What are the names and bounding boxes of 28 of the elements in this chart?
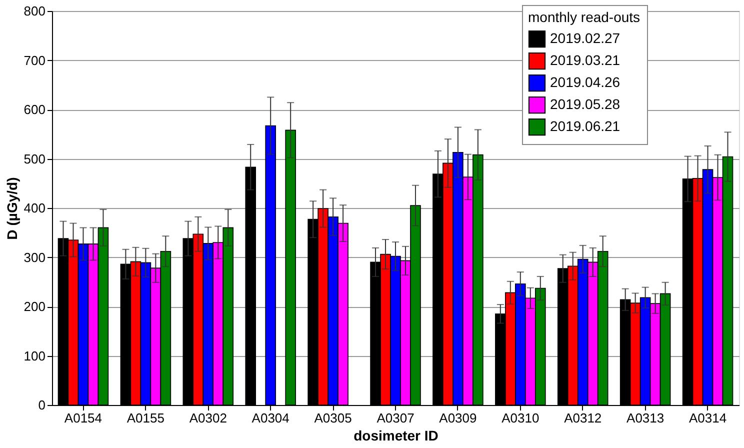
x-tick-label: A0314: [688, 410, 727, 426]
x-tick-label: A0154: [64, 410, 102, 426]
y-tick-label: 100: [24, 348, 46, 364]
legend-label: 2019.02.27: [550, 30, 620, 46]
x-tick-label: A0304: [252, 410, 290, 426]
y-tick-label: 800: [24, 4, 46, 18]
legend-label: 2019.06.21: [550, 118, 620, 134]
y-tick-label: 400: [24, 200, 46, 216]
legend-label: 2019.03.21: [550, 52, 620, 68]
y-tick-label: 500: [24, 151, 46, 166]
x-axis-title: dosimeter ID: [354, 428, 438, 444]
x-tick-label: A0155: [126, 410, 164, 426]
x-tick-label: A0307: [376, 410, 414, 426]
y-tick-label: 300: [24, 250, 46, 265]
x-tick-label: A0312: [564, 410, 602, 426]
legend-label: 2019.04.26: [550, 74, 620, 90]
y-tick-label: 700: [24, 52, 46, 68]
x-tick-label: A0309: [439, 410, 477, 426]
y-tick-label: 200: [24, 299, 46, 314]
x-tick-label: A0302: [189, 410, 227, 426]
legend-title: monthly read-outs: [528, 9, 640, 25]
x-tick-label: A0313: [626, 410, 664, 426]
y-tick-label: 0: [38, 398, 46, 412]
x-tick-label: A0305: [314, 410, 352, 426]
legend-label: 2019.05.28: [550, 96, 620, 112]
y-tick-label: 600: [24, 102, 46, 117]
y-axis-title: D (µGy/d): [4, 177, 20, 240]
x-tick-label: A0310: [502, 410, 540, 426]
